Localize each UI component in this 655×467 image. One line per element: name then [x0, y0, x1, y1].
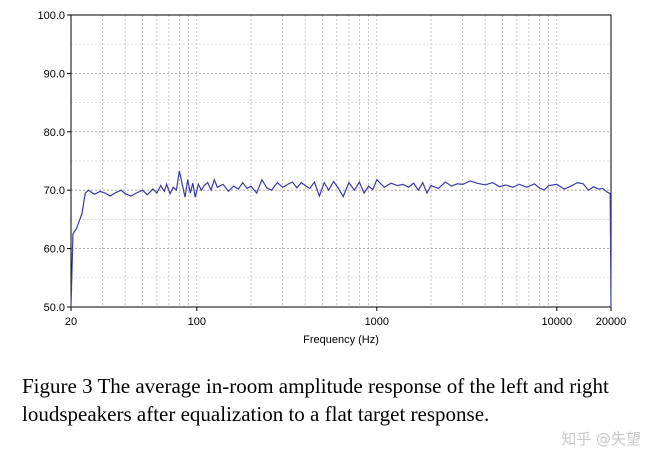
frequency-response-chart: 50.0 60.0 70.0 80.0 90.0 100.0 20 100 1000 10000…: [37, 10, 626, 346]
figure-caption: Figure 3 The average in-room amplitude r…: [22, 374, 609, 426]
y-tick-label: 60.0: [44, 244, 65, 256]
y-axis-ticks: 50.0 60.0 70.0 80.0 90.0 100.0: [37, 10, 71, 314]
x-axis-title: Frequency (Hz): [303, 334, 379, 346]
watermark-text: 知乎 @失望: [561, 430, 641, 448]
y-tick-label: 80.0: [44, 127, 65, 139]
response-curve-line: [70, 170, 612, 308]
x-tick-label: 20: [65, 316, 77, 328]
x-tick-label: 10000: [542, 316, 573, 328]
plot-frame: [70, 14, 612, 308]
y-tick-label: 90.0: [44, 68, 65, 80]
x-tick-label: 1000: [365, 316, 389, 328]
x-tick-label: 20000: [596, 316, 627, 328]
y-tick-label: 50.0: [44, 302, 65, 314]
y-tick-label: 100.0: [37, 10, 65, 22]
x-tick-label: 100: [188, 316, 206, 328]
minor-gridlines: [71, 15, 611, 307]
x-axis-ticks: 20 100 1000 10000 20000: [65, 307, 626, 328]
y-tick-label: 70.0: [44, 185, 65, 197]
major-gridlines: [71, 73, 611, 250]
